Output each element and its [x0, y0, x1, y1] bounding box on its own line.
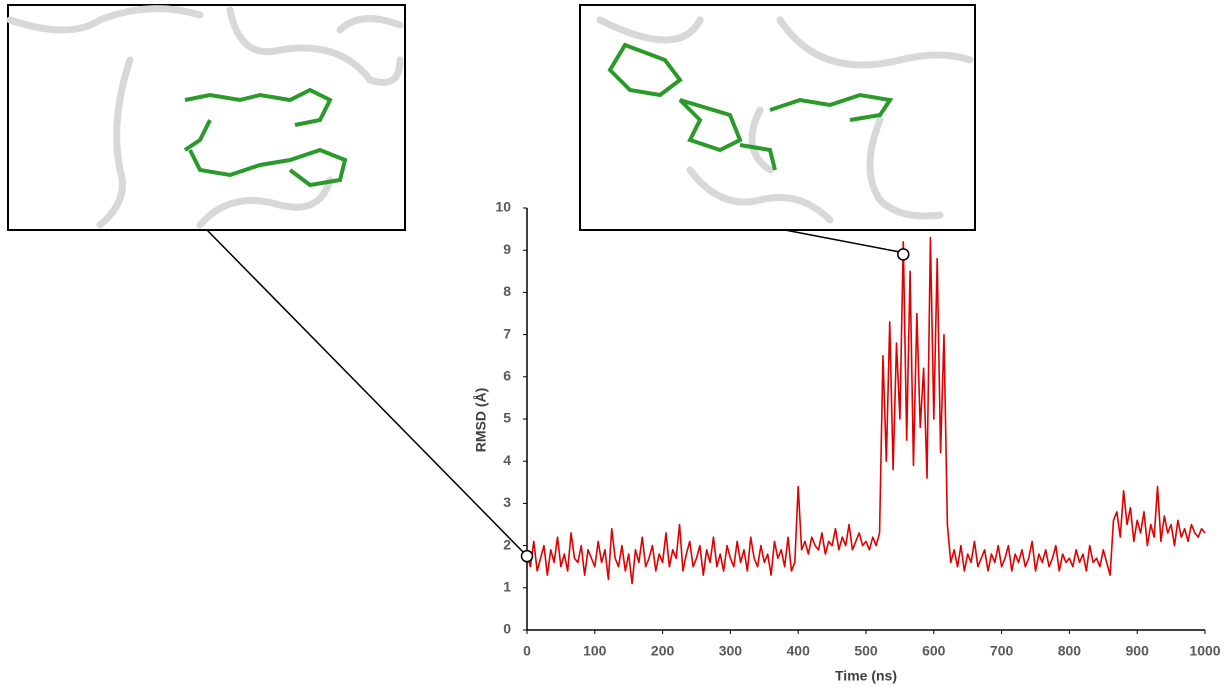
x-tick-label: 500: [854, 643, 878, 659]
y-tick-label: 3: [503, 494, 511, 510]
y-tick-label: 10: [495, 199, 511, 215]
inset-left: [8, 5, 405, 230]
page: {"chart_data": {"type": "line", "x_label…: [0, 0, 1227, 687]
x-tick-label: 0: [523, 643, 531, 659]
highlight-point: [898, 249, 909, 260]
y-tick-label: 7: [503, 325, 511, 341]
highlight-point: [522, 551, 533, 562]
y-tick-label: 9: [503, 241, 511, 257]
y-tick-label: 6: [503, 368, 511, 384]
y-axis-title: RMSD (Å): [473, 388, 489, 453]
x-tick-label: 800: [1058, 643, 1082, 659]
x-tick-label: 600: [922, 643, 946, 659]
x-tick-label: 1000: [1189, 643, 1220, 659]
x-tick-label: 100: [583, 643, 607, 659]
x-tick-label: 900: [1126, 643, 1150, 659]
chart: Time (ns) RMSD (Å) 012345678910010020030…: [0, 0, 1227, 687]
x-tick-label: 400: [787, 643, 811, 659]
y-tick-label: 5: [503, 410, 511, 426]
callout-line: [785, 230, 905, 253]
y-tick-label: 1: [503, 579, 511, 595]
inset-right: [580, 5, 975, 230]
y-tick-label: 4: [503, 452, 511, 468]
y-tick-label: 8: [503, 283, 511, 299]
rmsd-line: [527, 238, 1205, 584]
x-tick-label: 300: [719, 643, 743, 659]
y-tick-label: 0: [503, 621, 511, 637]
y-tick-label: 2: [503, 536, 511, 552]
x-tick-label: 200: [651, 643, 675, 659]
x-tick-label: 700: [990, 643, 1014, 659]
x-axis-title: Time (ns): [835, 668, 897, 684]
